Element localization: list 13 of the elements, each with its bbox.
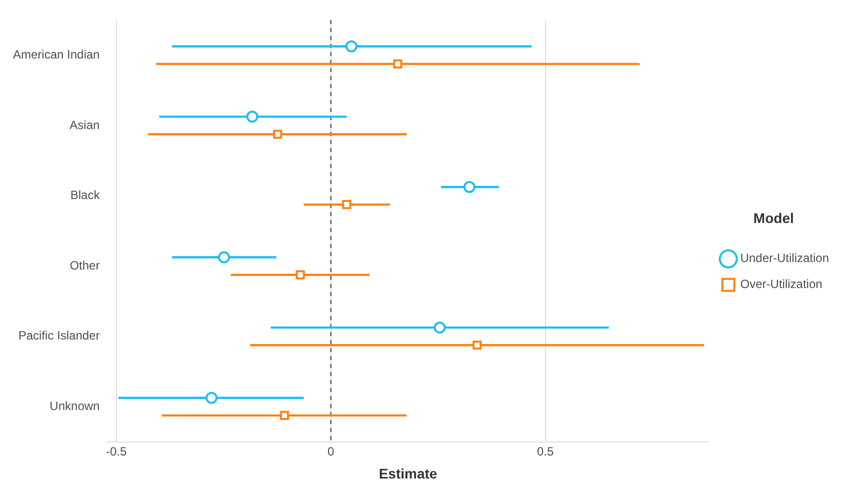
legend-label: Over-Utilization [740, 277, 822, 292]
legend-label: Under-Utilization [740, 251, 830, 266]
x-axis-title: Estimate [378, 465, 438, 482]
x-tick-label: -0.5 [106, 444, 127, 458]
y-tick-label: Other [70, 258, 100, 272]
y-tick-label: Pacific Islander [18, 328, 100, 343]
y-tick-label: Black [70, 188, 101, 202]
legend-title: Model [753, 210, 794, 226]
y-tick-label: Unknown [50, 398, 100, 413]
x-tick-label: 0 [327, 444, 334, 458]
y-tick-label: Asian [70, 118, 100, 132]
y-tick-label: American Indian [12, 47, 100, 62]
x-tick-label: 0.5 [536, 444, 554, 458]
